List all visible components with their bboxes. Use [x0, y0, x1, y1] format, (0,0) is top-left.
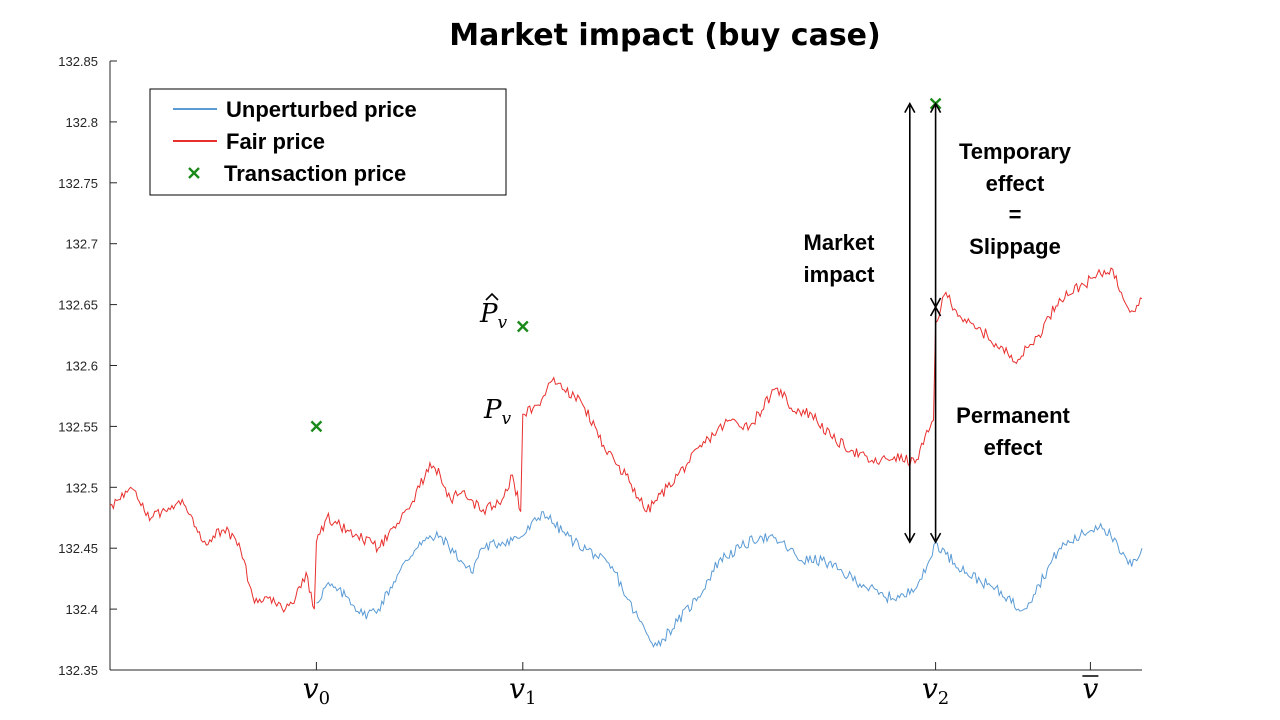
- p-hat-label: Pv: [479, 292, 508, 333]
- temporary-effect-line-3: =: [1009, 202, 1022, 227]
- y-tick-label: 132.8: [65, 115, 98, 130]
- permanent-effect-line-1: Permanent: [956, 403, 1070, 428]
- series-layer: [109, 267, 1143, 649]
- y-tick-label: 132.85: [58, 54, 98, 69]
- legend-label: Transaction price: [224, 161, 406, 186]
- transaction-price-marker: [516, 320, 529, 333]
- series-line-unperturbed: [316, 511, 1143, 649]
- p-hat-symbol: P: [479, 299, 498, 329]
- p-hat-subscript: v: [498, 313, 508, 333]
- market-impact-line-2: impact: [804, 262, 876, 287]
- axes: 132.35 132.4 132.45 132.5 132.55 132.6 132.65 1…: [58, 54, 1142, 709]
- temporary-effect-line-1: Temporary: [959, 139, 1072, 164]
- y-tick-label: 132.55: [58, 419, 98, 434]
- x-tick-label: v: [1082, 672, 1098, 705]
- p-label: Pv: [483, 395, 512, 429]
- legend: Unperturbed price Fair price Transaction p…: [149, 88, 507, 196]
- permanent-effect-line-2: effect: [984, 435, 1043, 460]
- svg-text:Pv: Pv: [479, 299, 508, 333]
- p-symbol: P: [483, 395, 502, 425]
- y-tick-label: 132.7: [65, 237, 98, 252]
- x-tick-symbol: v: [922, 672, 938, 705]
- series-line-fair: [109, 267, 1143, 613]
- legend-entry: Transaction price: [188, 161, 406, 186]
- transaction-price-marker: [310, 420, 323, 433]
- y-tick-label: 132.75: [58, 176, 98, 191]
- y-tick-label: 132.4: [65, 602, 98, 617]
- x-tick-symbol: v: [1082, 672, 1098, 705]
- x-tick-subscript: 0: [319, 688, 330, 709]
- x-tick-label: v2: [922, 672, 949, 709]
- x-tick-label: v1: [509, 672, 536, 709]
- y-tick-label: 132.45: [58, 541, 98, 556]
- legend-swatch-x-icon: [188, 167, 200, 179]
- impact-arrows: [904, 101, 942, 544]
- temporary-effect-label: Temporary effect = Slippage: [959, 139, 1072, 259]
- y-tick-label: 132.5: [65, 480, 98, 495]
- permanent-effect-label: Permanent effect: [956, 403, 1070, 460]
- temporary-effect-arrow: [929, 101, 942, 309]
- legend-entry: Fair price: [173, 129, 325, 154]
- market-impact-line-1: Market: [804, 230, 876, 255]
- market-impact-arrow: [904, 101, 916, 544]
- y-tick-label: 132.35: [58, 663, 98, 678]
- x-tick-subscript: 1: [525, 688, 536, 709]
- permanent-effect-arrow: [929, 305, 942, 544]
- x-tick-subscript: 2: [938, 688, 949, 709]
- chart-title: Market impact (buy case): [449, 18, 880, 53]
- x-tick-symbol: v: [509, 672, 525, 705]
- temporary-effect-line-2: effect: [986, 171, 1045, 196]
- hat-mark: [485, 292, 499, 301]
- legend-label: Fair price: [226, 129, 325, 154]
- legend-entry: Unperturbed price: [173, 97, 417, 122]
- x-tick-label: v0: [303, 672, 330, 709]
- y-tick-label: 132.65: [58, 298, 98, 313]
- market-impact-label: Market impact: [804, 230, 876, 287]
- y-tick-label: 132.6: [65, 359, 98, 374]
- p-subscript: v: [502, 409, 512, 429]
- legend-label: Unperturbed price: [226, 97, 417, 122]
- temporary-effect-line-4: Slippage: [969, 234, 1061, 259]
- x-tick-symbol: v: [303, 672, 319, 705]
